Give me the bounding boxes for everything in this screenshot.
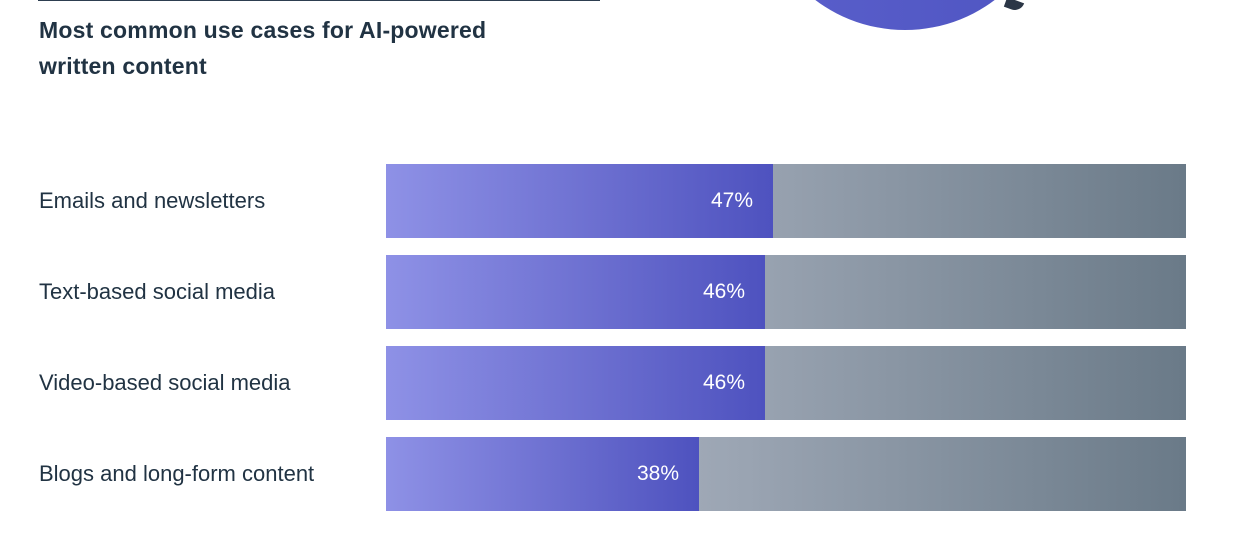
bar-track: 47% [386,164,1186,238]
bar-track: 38% [386,437,1186,511]
bar-value-label: 38% [636,462,679,485]
bar-track: 46% [386,255,1186,329]
bar-value-label: 47% [710,189,753,212]
category-label: Emails and newsletters [39,188,266,213]
bar-value-label: 46% [702,280,745,303]
category-label: Text-based social media [39,279,276,304]
bar [386,164,773,238]
chart-title: Most common use cases for AI-powered wri… [39,17,487,79]
bar [386,437,699,511]
bar-value-label: 46% [702,371,745,394]
category-label: Video-based social media [39,370,291,395]
bar [386,255,765,329]
bar [386,346,765,420]
category-label: Blogs and long-form content [39,461,315,486]
bar-track: 46% [386,346,1186,420]
top-divider [38,0,600,1]
